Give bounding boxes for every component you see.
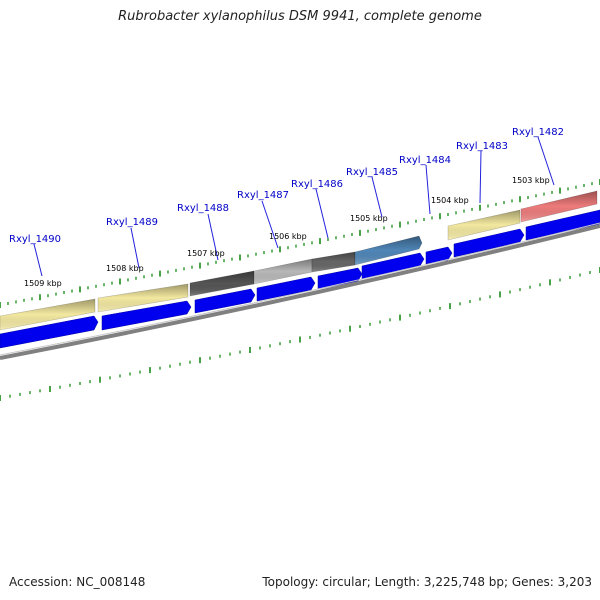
map-title: Rubrobacter xylanophilus DSM 9941, compl… — [118, 9, 482, 24]
gene-label-rxyl-1488[interactable]: Rxyl_1488 — [177, 203, 229, 214]
accession-text: Accession: NC_008148 — [9, 575, 146, 589]
gene-labels: Rxyl_1490 Rxyl_1489 Rxyl_1488 Rxyl_1487 … — [9, 127, 564, 277]
kbp-label: 1507 kbp — [187, 249, 225, 258]
feature-band — [0, 190, 598, 331]
kbp-labels: 1503 kbp 1504 kbp 1505 kbp 1506 kbp 1507… — [24, 176, 550, 288]
gene-feature-rxyl-1486[interactable] — [311, 251, 356, 273]
orf-arrow-band — [0, 209, 600, 349]
orf-arrow[interactable] — [256, 276, 316, 302]
orf-arrow[interactable] — [525, 209, 600, 241]
kbp-label: 1505 kbp — [350, 214, 388, 223]
orf-arrow[interactable] — [194, 288, 256, 314]
genome-backbone-highlight — [0, 222, 600, 356]
gene-label-rxyl-1485[interactable]: Rxyl_1485 — [346, 167, 398, 178]
scale-ticks — [0, 179, 600, 401]
orf-arrow[interactable] — [361, 252, 425, 280]
kbp-label: 1509 kbp — [24, 279, 62, 288]
gene-label-rxyl-1483[interactable]: Rxyl_1483 — [456, 141, 508, 152]
orf-arrow[interactable] — [0, 315, 99, 349]
orf-arrow[interactable] — [453, 228, 525, 258]
gene-label-rxyl-1486[interactable]: Rxyl_1486 — [291, 179, 343, 190]
kbp-label: 1504 kbp — [431, 196, 469, 205]
gene-label-rxyl-1487[interactable]: Rxyl_1487 — [237, 190, 289, 201]
orf-arrow[interactable] — [317, 267, 363, 290]
genome-summary-text: Topology: circular; Length: 3,225,748 bp… — [262, 575, 592, 589]
gene-label-rxyl-1484[interactable]: Rxyl_1484 — [399, 155, 451, 166]
kbp-label: 1503 kbp — [512, 176, 550, 185]
kbp-label: 1506 kbp — [269, 232, 307, 241]
orf-arrow[interactable] — [101, 300, 192, 331]
gene-label-rxyl-1482[interactable]: Rxyl_1482 — [512, 127, 564, 138]
gene-label-rxyl-1489[interactable]: Rxyl_1489 — [106, 217, 158, 228]
genome-backbone — [0, 224, 600, 360]
kbp-label: 1508 kbp — [106, 264, 144, 273]
gene-label-rxyl-1490[interactable]: Rxyl_1490 — [9, 234, 61, 245]
